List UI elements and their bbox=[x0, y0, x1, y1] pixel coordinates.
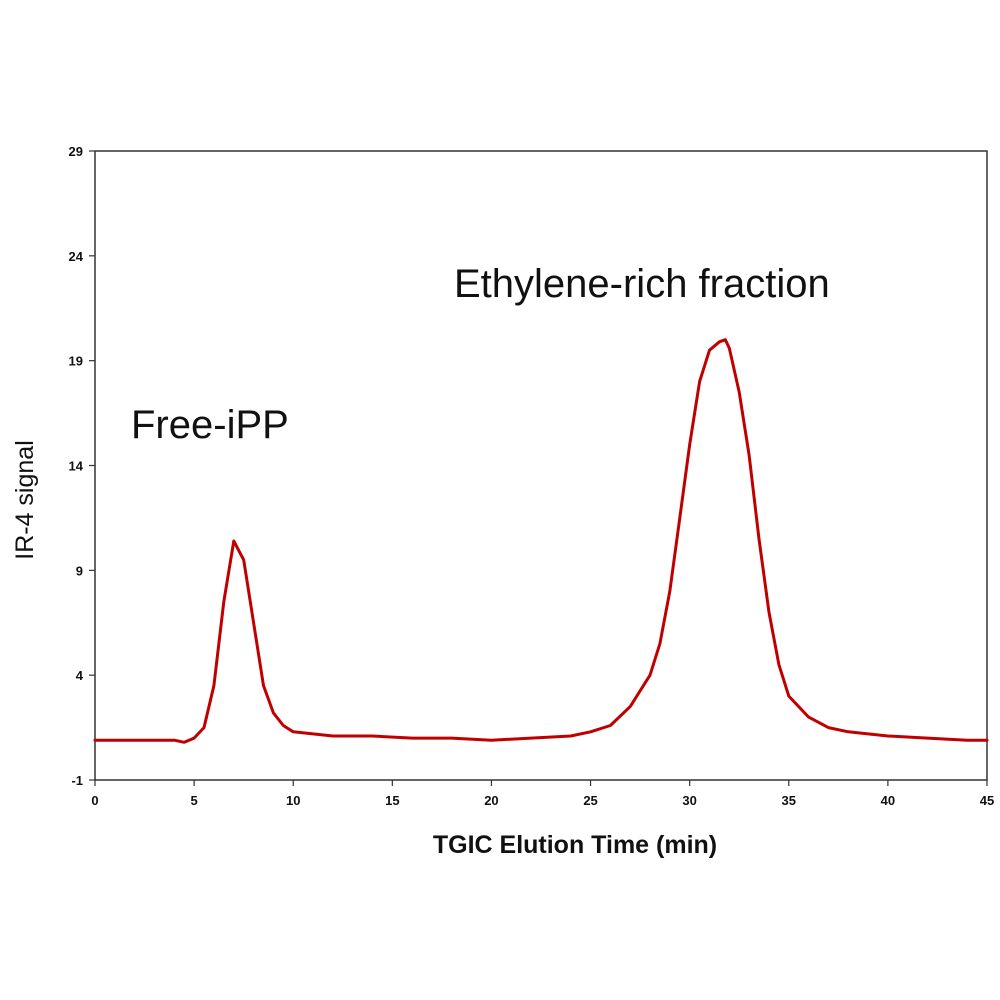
annotation-ethylene-rich: Ethylene-rich fraction bbox=[454, 262, 830, 306]
x-tick-label: 10 bbox=[286, 793, 300, 808]
x-tick-label: 45 bbox=[980, 793, 994, 808]
x-tick-label: 30 bbox=[682, 793, 696, 808]
y-tick-label: 19 bbox=[69, 354, 83, 369]
y-tick-label: 14 bbox=[69, 459, 84, 474]
x-tick-label: 15 bbox=[385, 793, 399, 808]
x-tick-label: 5 bbox=[190, 793, 197, 808]
annotation-free-ipp: Free-iPP bbox=[131, 403, 289, 447]
x-tick-label: 40 bbox=[881, 793, 895, 808]
y-tick-label: 29 bbox=[69, 144, 83, 159]
x-tick-label: 25 bbox=[583, 793, 597, 808]
plot-frame bbox=[94, 150, 988, 781]
y-axis-ticks: -1 4 9 14 19 24 29 bbox=[69, 144, 95, 788]
y-tick-label: -1 bbox=[71, 773, 83, 788]
series-line bbox=[93, 338, 989, 744]
y-tick-label: 9 bbox=[76, 563, 83, 578]
y-tick-label: 4 bbox=[76, 668, 84, 683]
x-tick-label: 20 bbox=[484, 793, 498, 808]
x-axis-ticks: 0 5 10 15 20 25 30 35 40 45 bbox=[91, 780, 994, 808]
y-axis-title: IR-4 signal bbox=[11, 440, 39, 560]
y-tick-label: 24 bbox=[69, 249, 84, 264]
x-tick-label: 35 bbox=[782, 793, 796, 808]
x-axis-title: TGIC Elution Time (min) bbox=[433, 831, 717, 859]
x-tick-label: 0 bbox=[91, 793, 98, 808]
